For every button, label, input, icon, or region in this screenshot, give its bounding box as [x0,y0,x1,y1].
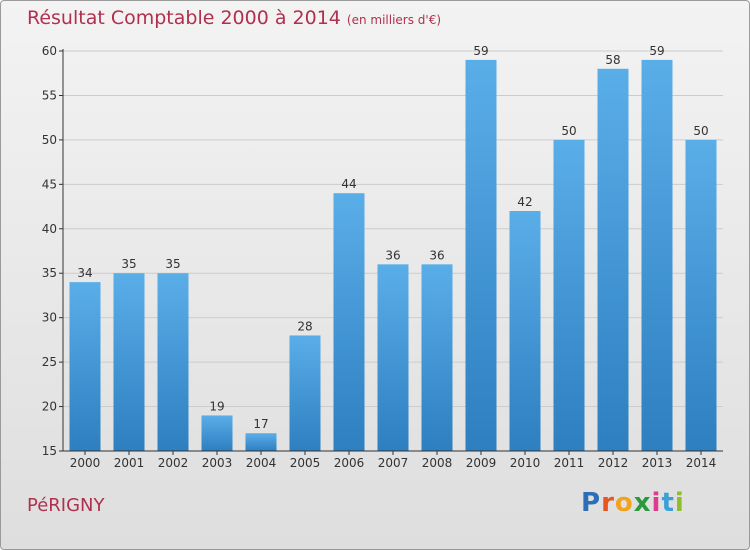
x-tick-label: 2008 [422,456,453,470]
x-tick-label: 2001 [114,456,145,470]
logo-letter: t [661,488,675,518]
data-label: 35 [121,257,136,271]
x-tick-label: 2013 [642,456,673,470]
y-tick-label: 55 [42,88,57,102]
x-tick-label: 2006 [334,456,365,470]
x-tick-label: 2005 [290,456,321,470]
bar [245,433,277,451]
logo-letter: i [651,488,662,518]
chart-title: Résultat Comptable 2000 à 2014 (en millie… [27,7,441,29]
bar [641,59,673,452]
x-tick-label: 2011 [554,456,585,470]
logo-letter: P [581,488,602,518]
logo-letter: x [633,488,652,518]
bar [377,264,409,451]
y-tick-label: 45 [42,177,57,191]
chart-title-text: Résultat Comptable 2000 à 2014 [27,7,341,29]
data-label: 36 [385,248,400,262]
chart-subtitle: (en milliers d'€) [346,13,442,27]
y-tick-label: 20 [42,400,57,414]
x-tick-label: 2004 [246,456,277,470]
y-tick-label: 40 [42,222,57,236]
data-label: 50 [561,124,576,138]
x-tick-label: 2000 [70,456,101,470]
bar [201,415,233,451]
bar [157,273,189,451]
data-label: 59 [473,44,488,58]
y-tick-label: 60 [42,44,57,58]
data-label: 44 [341,177,356,191]
bar [421,264,453,451]
x-tick-label: 2012 [598,456,629,470]
data-label: 17 [253,417,268,431]
bar [333,193,365,451]
data-label: 28 [297,319,312,333]
data-label: 58 [605,53,620,67]
x-tick-label: 2002 [158,456,189,470]
bar [113,273,145,451]
data-label: 36 [429,248,444,262]
x-tick-label: 2009 [466,456,497,470]
data-label: 35 [165,257,180,271]
x-tick-label: 2014 [686,456,717,470]
x-tick-label: 2010 [510,456,541,470]
bar [597,68,629,452]
y-tick-label: 25 [42,355,57,369]
y-tick-label: 50 [42,133,57,147]
x-tick-label: 2007 [378,456,409,470]
y-tick-label: 35 [42,266,57,280]
bar [289,335,321,451]
logo-letter: r [601,488,615,518]
x-tick-label: 2003 [202,456,233,470]
bar [465,59,497,452]
commune-name: PéRIGNY [27,495,105,516]
bar [553,139,585,451]
bar [69,282,101,451]
bar [685,139,717,451]
data-label: 34 [77,266,92,280]
y-tick-label: 30 [42,311,57,325]
data-label: 19 [209,399,224,413]
logo-letter: i [674,488,685,518]
data-label: 42 [517,195,532,209]
logo-letter: o [614,488,634,518]
data-label: 59 [649,44,664,58]
y-tick-label: 15 [42,444,57,458]
data-label: 50 [693,124,708,138]
bar [509,211,541,451]
proxiti-logo: Proxiti [581,488,685,518]
